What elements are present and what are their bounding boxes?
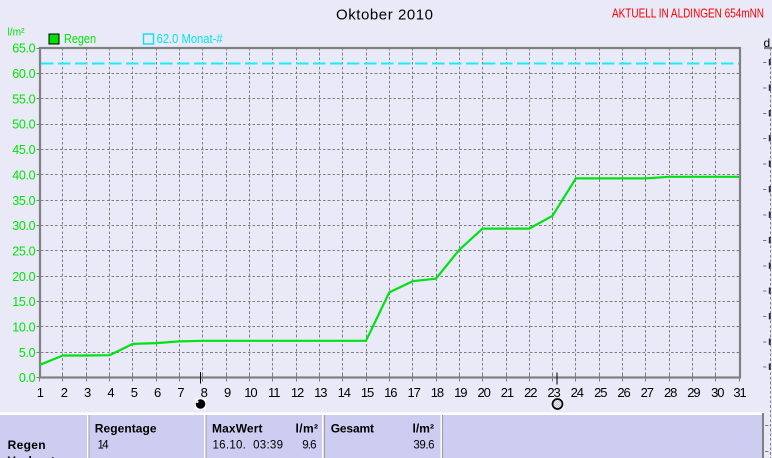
svg-text:35.0: 35.0 — [12, 194, 35, 208]
svg-text:55.0: 55.0 — [12, 92, 35, 106]
svg-text:14: 14 — [98, 440, 110, 452]
svg-text:Gesamt: Gesamt — [331, 422, 374, 436]
svg-text:2: 2 — [61, 385, 68, 400]
svg-text:20: 20 — [477, 385, 490, 400]
svg-text:7: 7 — [177, 385, 184, 400]
svg-text:8: 8 — [201, 385, 208, 400]
svg-text:AKTUELL IN ALDINGEN 654mNN: AKTUELL IN ALDINGEN 654mNN — [612, 7, 764, 21]
svg-text:1: 1 — [37, 385, 44, 400]
svg-text:12: 12 — [291, 385, 304, 400]
svg-text:20.0: 20.0 — [12, 270, 35, 284]
svg-text:22: 22 — [524, 385, 537, 400]
svg-text:MaxWert: MaxWert — [212, 422, 263, 436]
svg-text:28: 28 — [664, 385, 677, 400]
svg-text:25.0: 25.0 — [12, 245, 35, 259]
svg-text:9.6: 9.6 — [302, 440, 316, 452]
svg-text:15: 15 — [361, 385, 374, 400]
svg-text:19: 19 — [454, 385, 467, 400]
svg-text:9: 9 — [224, 385, 231, 400]
svg-text:10: 10 — [244, 385, 257, 400]
svg-text:16: 16 — [384, 385, 397, 400]
svg-text:17: 17 — [407, 385, 420, 400]
svg-text:30.0: 30.0 — [12, 219, 35, 233]
svg-text:10.0: 10.0 — [12, 321, 35, 335]
svg-text:d: d — [764, 36, 771, 50]
svg-text:l/m²: l/m² — [8, 27, 25, 39]
svg-text:18: 18 — [431, 385, 444, 400]
svg-text:5: 5 — [131, 385, 138, 400]
svg-text:5.0: 5.0 — [19, 346, 36, 360]
svg-text:Regentage: Regentage — [95, 422, 157, 436]
svg-text:45.0: 45.0 — [12, 143, 35, 157]
svg-text:50.0: 50.0 — [12, 118, 35, 132]
svg-text:23: 23 — [547, 385, 560, 400]
svg-text:60.0: 60.0 — [12, 67, 35, 81]
svg-text:0.0: 0.0 — [19, 371, 36, 385]
svg-text:15.0: 15.0 — [12, 295, 35, 309]
svg-text:27: 27 — [641, 385, 654, 400]
svg-text:31: 31 — [733, 385, 746, 400]
svg-text:Oktober 2010: Oktober 2010 — [336, 7, 433, 24]
svg-text:11: 11 — [268, 385, 280, 400]
svg-text:24: 24 — [571, 385, 584, 400]
svg-text:4: 4 — [107, 385, 114, 400]
svg-text:13: 13 — [314, 385, 327, 400]
svg-text:l/m²: l/m² — [296, 422, 319, 436]
svg-text:40.0: 40.0 — [12, 168, 35, 182]
svg-text:26: 26 — [617, 385, 630, 400]
svg-text:Verdunst.: Verdunst. — [8, 454, 58, 458]
svg-text:39.6: 39.6 — [413, 440, 434, 452]
svg-text:Regen: Regen — [8, 438, 46, 452]
svg-text:14: 14 — [338, 385, 351, 400]
svg-text:21: 21 — [501, 385, 514, 400]
svg-text:6: 6 — [154, 385, 161, 400]
svg-text:25: 25 — [594, 385, 607, 400]
svg-text:65.0: 65.0 — [12, 42, 35, 56]
svg-text:62.0 Monat-#: 62.0 Monat-# — [157, 32, 223, 46]
svg-text:29: 29 — [687, 385, 700, 400]
svg-text:l/m²: l/m² — [413, 422, 435, 436]
svg-text:Regen: Regen — [64, 32, 96, 46]
svg-text:30: 30 — [711, 385, 724, 400]
svg-text:16.10. 03:39: 16.10. 03:39 — [213, 440, 284, 452]
svg-text:3: 3 — [84, 385, 91, 400]
